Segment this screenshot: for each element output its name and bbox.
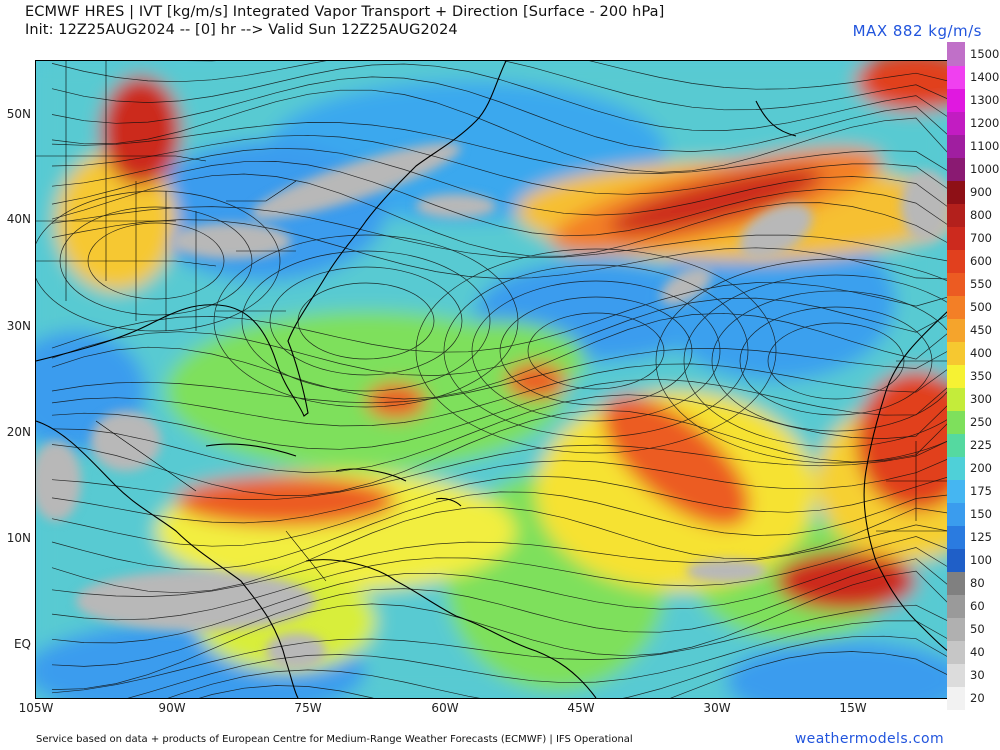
ivt-map: [36, 61, 948, 698]
colorbar-segment: [947, 594, 965, 619]
political-borders: [36, 61, 948, 582]
lat-label: 50N: [6, 107, 31, 121]
colorbar-tick-label: 450: [970, 322, 992, 337]
colorbar-segment: [947, 272, 965, 296]
colorbar-tick-label: 700: [970, 230, 992, 245]
colorbar-segment: [947, 640, 965, 665]
map-subtitle: Init: 12Z25AUG2024 -- [0] hr --> Valid S…: [25, 22, 458, 38]
ivt-streamlines: [36, 61, 948, 698]
colorbar-tick-label: 200: [970, 461, 992, 476]
colorbar-segment: [947, 617, 965, 642]
lon-label: 60W: [431, 701, 459, 715]
colorbar-segment: [947, 387, 965, 412]
colorbar-tick-label: 1000: [970, 161, 1000, 176]
lat-label: EQ: [13, 637, 31, 651]
lon-label: 15W: [839, 701, 867, 715]
site-credit[interactable]: weathermodels.com: [794, 731, 944, 747]
colorbar-segment: [947, 502, 965, 527]
colorbar-segment: [947, 65, 965, 89]
lon-label: 30W: [703, 701, 731, 715]
colorbar-tick-label: 60: [970, 599, 985, 614]
colorbar-tick-label: 80: [970, 576, 985, 591]
colorbar-tick-label: 20: [970, 691, 985, 706]
colorbar-tick-label: 1400: [970, 69, 1000, 84]
colorbar-segment: [947, 433, 965, 458]
colorbar-segment: [947, 134, 965, 158]
lat-label: 30N: [6, 319, 31, 333]
colorbar-segment: [947, 525, 965, 550]
colorbar-segment: [947, 548, 965, 573]
colorbar-segment: [947, 180, 965, 204]
colorbar-tick-label: 225: [970, 438, 992, 453]
colorbar-segment: [947, 341, 965, 365]
lon-label: 75W: [294, 701, 322, 715]
colorbar-tick-label: 40: [970, 645, 985, 660]
colorbar-tick-label: 175: [970, 484, 992, 499]
data-credit: Service based on data + products of Euro…: [36, 734, 633, 745]
colorbar-segment: [947, 249, 965, 273]
colorbar-segment: [947, 364, 965, 388]
colorbar-tick-label: 1100: [970, 138, 1000, 153]
colorbar-tick-label: 350: [970, 369, 992, 383]
colorbar-tick-label: 300: [970, 392, 992, 407]
lat-label: 10N: [6, 531, 31, 545]
colorbar-tick-label: 50: [970, 622, 985, 637]
colorbar-tick-label: 150: [970, 507, 992, 522]
colorbar-segment: [947, 157, 965, 181]
lon-label: 105W: [18, 701, 54, 715]
colorbar-tick-label: 250: [970, 415, 992, 430]
lat-label: 20N: [6, 425, 31, 439]
coastlines: [36, 61, 948, 698]
ivt-map-panel: [35, 60, 949, 699]
colorbar-tick-label: 30: [970, 668, 985, 683]
colorbar-tick-label: 400: [970, 345, 992, 360]
colorbar-tick-label: 500: [970, 299, 992, 314]
colorbar-segment: [947, 479, 965, 504]
colorbar-segment: [947, 295, 965, 319]
colorbar-tick-label: 125: [970, 530, 992, 545]
colorbar-tick-label: 1500: [970, 46, 1000, 61]
map-title: ECMWF HRES | IVT [kg/m/s] Integrated Vap…: [25, 4, 665, 20]
colorbar-segment: [947, 318, 965, 342]
colorbar-tick-label: 100: [970, 553, 992, 568]
colorbar-segment: [947, 456, 965, 481]
ivt-colorbar: [947, 42, 965, 711]
colorbar-tick-label: 550: [970, 276, 992, 291]
colorbar-segment: [947, 42, 965, 66]
colorbar-segment: [947, 111, 965, 135]
colorbar-segment: [947, 686, 965, 711]
colorbar-segment: [947, 88, 965, 112]
colorbar-segment: [947, 571, 965, 596]
colorbar-tick-label: 1200: [970, 115, 1000, 130]
colorbar-tick-label: 1300: [970, 92, 1000, 107]
lat-label: 40N: [6, 212, 31, 226]
colorbar-segment: [947, 226, 965, 250]
low-ivt-areas: [36, 142, 948, 669]
max-value-label: MAX 882 kg/m/s: [852, 22, 982, 40]
colorbar-segment: [947, 663, 965, 688]
colorbar-segment: [947, 203, 965, 227]
colorbar-tick-label: 600: [970, 253, 992, 268]
lon-label: 45W: [567, 701, 595, 715]
colorbar-tick-label: 900: [970, 184, 992, 199]
lon-label: 90W: [158, 701, 186, 715]
colorbar-tick-label: 800: [970, 207, 992, 222]
colorbar-segment: [947, 410, 965, 435]
